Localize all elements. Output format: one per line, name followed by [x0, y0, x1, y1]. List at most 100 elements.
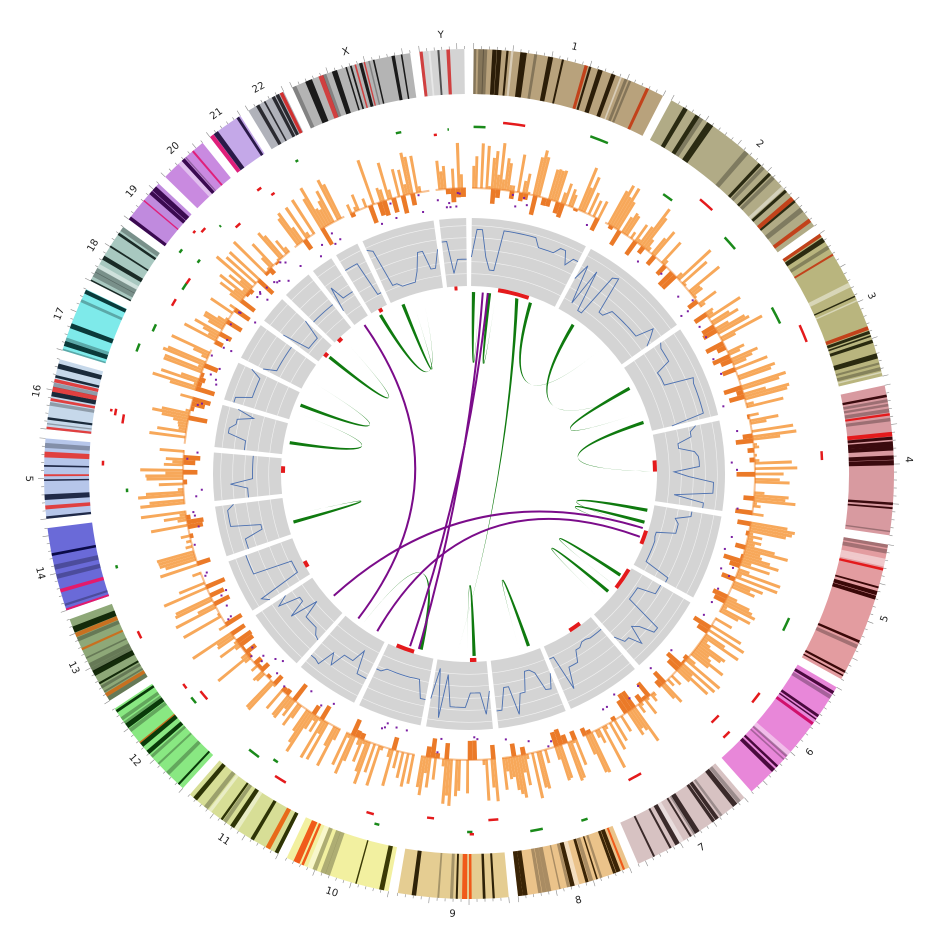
- chr-4-tick: [845, 672, 848, 673]
- chr-5-tick: [824, 708, 827, 710]
- chr-2-tick: [844, 273, 847, 274]
- chr-15-segment: [114, 409, 118, 416]
- chr-13-hist-outer-bar: [151, 524, 188, 533]
- chr-22-tick: [363, 56, 364, 62]
- chr-4-tick: [856, 651, 859, 652]
- chr-0-hist-outer-bar: [480, 143, 485, 188]
- green-link-0: [472, 292, 480, 363]
- chr-10-tick: [224, 823, 226, 825]
- chr-6-tick: [738, 803, 740, 805]
- chr-10-label: 11: [215, 832, 232, 848]
- chr-6-tick: [726, 812, 728, 814]
- chr-4-tick: [873, 606, 876, 607]
- chr-2-tick: [881, 368, 884, 369]
- chr-2-scatter-point: [699, 326, 701, 328]
- chr-1-tick: [795, 197, 800, 201]
- chr-0-tick: [567, 58, 568, 61]
- chr-9-tick: [285, 858, 286, 861]
- chr-5-tick: [810, 727, 812, 729]
- chr-0-tick: [552, 51, 553, 57]
- chr-8-hist-inner-bar: [468, 741, 473, 760]
- chr-11-scatter-point: [261, 660, 263, 662]
- chr-12-tick: [78, 647, 81, 648]
- chr-18-tick: [131, 211, 133, 213]
- chr-4-tick: [852, 658, 857, 661]
- green-link-2: [456, 298, 518, 656]
- chr-7-tick: [608, 876, 609, 879]
- green-link-11: [467, 585, 476, 656]
- chr-11-scatter-point: [250, 655, 252, 657]
- chr-16-scatter-point: [219, 368, 221, 370]
- chr-7-segment: [581, 817, 588, 821]
- chr-5-scatter-point: [703, 614, 705, 616]
- chr-19-tick: [161, 173, 165, 177]
- chr-17-scatter-point: [254, 322, 256, 324]
- chr-4-tick: [882, 576, 885, 577]
- chr-6-tick: [707, 826, 709, 828]
- chr-1-segment: [724, 237, 736, 250]
- chr-1-tick: [767, 167, 771, 171]
- chr-5-tick: [833, 694, 836, 696]
- chr-14-hist-inner-bar: [183, 470, 197, 475]
- chr-9-tick: [365, 886, 366, 889]
- chr-15-hist-outer-bar: [180, 393, 194, 399]
- chr-1-hist-inner-bar: [609, 230, 622, 246]
- chr-13-segment: [115, 565, 118, 569]
- chr-19-scatter-point: [276, 281, 278, 283]
- chr-4-hist-inner-bar: [737, 519, 751, 526]
- chr-12-scatter-point: [226, 605, 228, 607]
- chr-4-scatter-point: [711, 601, 713, 603]
- chr-23-scatter-point: [437, 199, 439, 201]
- chr-7-scatter-point: [528, 740, 530, 742]
- chr-3-hist-inner-bar: [749, 457, 754, 462]
- chr-16-scatter-point: [211, 355, 213, 357]
- chr-6-scatter-point: [613, 694, 615, 696]
- chr-0-tick: [560, 56, 561, 59]
- chr-11-scatter-point: [282, 660, 284, 662]
- chr-2-tick: [877, 353, 880, 354]
- chr-2-segment: [798, 325, 807, 343]
- chr-1-hist-outer-bar: [688, 266, 720, 293]
- chr-10-tick: [257, 843, 258, 846]
- chr-17-tick: [85, 278, 90, 281]
- chr-18-scatter-point: [259, 291, 261, 293]
- chr-10-tick: [270, 850, 271, 853]
- chr-20-tick: [214, 130, 216, 132]
- chr-18-scatter-point: [259, 293, 261, 295]
- chr-6-tick: [713, 822, 716, 827]
- chr-23-scatter-point: [457, 192, 459, 194]
- chr-7-scatter-point: [547, 745, 549, 747]
- chr-22-hist-inner-bar: [410, 193, 417, 206]
- chr-0-tick: [635, 80, 636, 83]
- chr-7-tick: [622, 870, 623, 873]
- chr-17-label: 18: [85, 237, 101, 254]
- chr-5-tick: [806, 733, 808, 735]
- chr-7-tick: [564, 888, 565, 891]
- chr-6-scatter-point: [637, 685, 639, 687]
- green-link-16: [300, 382, 370, 427]
- chr-8-highlight: [470, 658, 477, 662]
- chr-9-tick: [373, 888, 374, 891]
- chr-7-tick: [548, 891, 549, 894]
- chr-19-tick: [192, 144, 196, 149]
- chr-3-hist-outer-bar: [755, 473, 784, 476]
- chr-22-tick: [379, 56, 380, 59]
- chr-11-scatter-point: [274, 658, 276, 660]
- chr-23-line-track-bg: [439, 218, 467, 287]
- chr-8-segment: [467, 831, 472, 834]
- chr-1-scatter-point: [687, 310, 689, 312]
- chr-11-segment: [190, 697, 197, 704]
- chr-0-scatter-point: [586, 224, 588, 226]
- chr-5-tick: [796, 746, 798, 748]
- chr-15-tick: [40, 428, 46, 429]
- chr-17-scatter-point: [230, 323, 232, 325]
- chr-19-scatter-point: [288, 280, 290, 282]
- chr-7-tick: [630, 868, 632, 874]
- chr-1-tick: [738, 140, 742, 145]
- chr-4-tick: [862, 636, 865, 637]
- chr-1-tick: [750, 153, 752, 155]
- chr-3-hist-inner-bar: [743, 495, 754, 501]
- chr-5-label: 6: [804, 747, 817, 759]
- chr-11-hist-inner-bar: [231, 623, 246, 635]
- chr-23-hist-inner-bar: [446, 189, 451, 195]
